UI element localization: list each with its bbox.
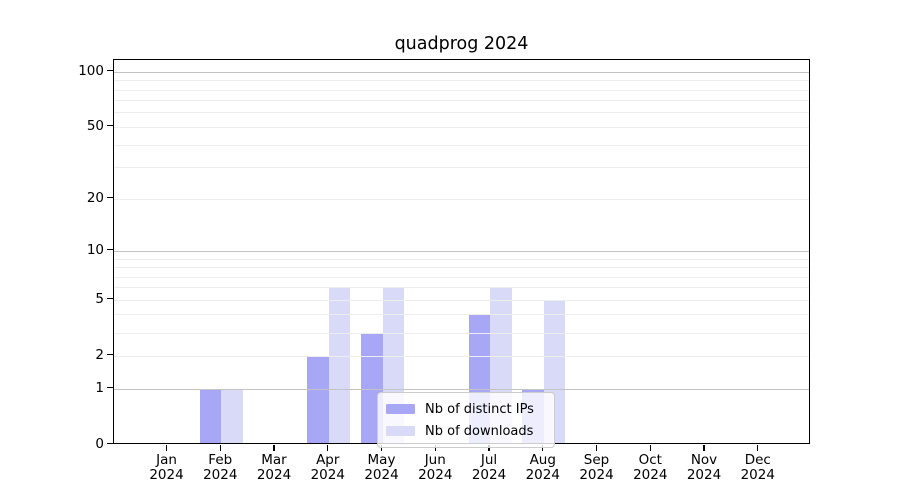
y-tick-label-10: 10 xyxy=(86,241,104,258)
x-tick-year: 2024 xyxy=(740,467,775,483)
x-tick-dec xyxy=(757,444,759,451)
gridline-minor-70 xyxy=(114,100,809,102)
gridline-major-10 xyxy=(114,250,809,252)
x-tick-year: 2024 xyxy=(525,467,560,483)
bar-downloads-apr xyxy=(328,287,351,444)
x-tick-month: Mar xyxy=(261,451,287,468)
gridline-minor-8 xyxy=(114,267,809,268)
legend: Nb of distinct IPs Nb of downloads xyxy=(377,392,555,448)
x-tick-feb xyxy=(219,444,221,451)
x-tick-year: 2024 xyxy=(633,467,668,483)
gridline-minor-80 xyxy=(114,89,809,91)
gridline-minor-6 xyxy=(114,287,809,289)
x-tick-month: Oct xyxy=(638,451,662,468)
y-tick-label-5: 5 xyxy=(95,290,104,307)
x-tick-nov xyxy=(703,444,705,451)
x-tick-sep xyxy=(595,444,598,451)
x-tick-month: Apr xyxy=(316,451,340,468)
y-tick-100 xyxy=(107,70,113,72)
x-tick-label-may: May 2024 xyxy=(354,451,410,484)
x-tick-mar xyxy=(273,444,275,451)
plot-area xyxy=(113,59,810,444)
gridline-minor-3 xyxy=(114,332,809,334)
y-tick-label-50: 50 xyxy=(86,117,104,134)
x-tick-label-apr: Apr 2024 xyxy=(300,451,356,484)
y-tick-50 xyxy=(107,125,113,127)
x-tick-label-jun: Jun 2024 xyxy=(407,451,463,484)
x-tick-year: 2024 xyxy=(364,467,399,483)
gridline-minor-7 xyxy=(114,276,809,278)
y-tick-label-20: 20 xyxy=(86,189,104,206)
legend-swatch-downloads xyxy=(386,426,415,436)
x-tick-month: Jan xyxy=(156,451,177,468)
legend-label-downloads: Nb of downloads xyxy=(425,423,534,439)
x-tick-year: 2024 xyxy=(149,467,184,483)
x-tick-label-mar: Mar 2024 xyxy=(246,451,302,484)
x-tick-label-oct: Oct 2024 xyxy=(622,451,678,484)
y-tick-10 xyxy=(107,249,113,251)
y-tick-label-1: 1 xyxy=(95,379,104,396)
x-tick-month: Sep xyxy=(583,451,610,468)
y-tick-label-2: 2 xyxy=(95,346,104,363)
y-tick-20 xyxy=(107,196,113,199)
gridline-minor-60 xyxy=(114,112,809,114)
x-tick-month: Aug xyxy=(529,451,556,468)
x-tick-label-nov: Nov 2024 xyxy=(676,451,732,484)
x-tick-year: 2024 xyxy=(686,467,722,483)
x-tick-year: 2024 xyxy=(203,467,238,483)
gridline-minor-90 xyxy=(114,80,809,82)
x-tick-year: 2024 xyxy=(310,467,345,483)
x-tick-month: May xyxy=(367,451,396,468)
y-tick-5 xyxy=(107,298,113,300)
x-tick-year: 2024 xyxy=(471,467,507,483)
gridline-minor-4 xyxy=(114,314,809,316)
x-tick-month: Feb xyxy=(208,451,233,468)
gridline-minor-50 xyxy=(114,126,809,128)
x-tick-label-jul: Jul 2024 xyxy=(461,451,517,484)
x-tick-label-jan: Jan 2024 xyxy=(139,451,195,484)
y-tick-2 xyxy=(107,354,113,356)
gridline-minor-2 xyxy=(114,355,809,357)
chart-title: quadprog 2024 xyxy=(394,34,529,54)
legend-swatch-distinct-ips xyxy=(386,404,415,414)
x-tick-label-aug: Aug 2024 xyxy=(515,451,571,484)
x-tick-month: Nov xyxy=(690,451,718,468)
x-tick-month: Dec xyxy=(744,451,771,468)
x-tick-label-sep: Sep 2024 xyxy=(569,451,625,484)
y-tick-1 xyxy=(107,386,113,389)
x-tick-year: 2024 xyxy=(579,467,614,483)
gridline-minor-5 xyxy=(114,299,809,301)
gridline-minor-20 xyxy=(114,198,809,200)
x-tick-year: 2024 xyxy=(418,467,453,483)
gridline-minor-40 xyxy=(114,144,809,146)
x-tick-apr xyxy=(327,444,329,451)
x-tick-label-feb: Feb 2024 xyxy=(192,451,248,484)
x-tick-month: Jun xyxy=(424,451,446,468)
legend-item-downloads: Nb of downloads xyxy=(386,420,546,442)
gridline-minor-9 xyxy=(114,258,809,260)
x-tick-month: Jul xyxy=(480,451,498,468)
y-tick-0 xyxy=(107,442,113,445)
y-tick-label-100: 100 xyxy=(78,62,104,79)
legend-item-distinct-ips: Nb of distinct IPs xyxy=(386,398,546,420)
bar-downloads-feb xyxy=(221,388,243,444)
gridline-major-100 xyxy=(114,71,809,73)
y-tick-label-0: 0 xyxy=(95,435,104,452)
bar-distinct-ips-apr xyxy=(307,355,329,444)
bar-distinct-ips-feb xyxy=(199,388,222,444)
x-tick-year: 2024 xyxy=(256,467,292,483)
gridline-major-1 xyxy=(114,388,809,390)
legend-label-distinct-ips: Nb of distinct IPs xyxy=(425,401,534,417)
x-tick-jan xyxy=(165,444,168,451)
gridline-minor-30 xyxy=(114,167,809,169)
x-tick-oct xyxy=(649,444,651,451)
x-tick-label-dec: Dec 2024 xyxy=(730,451,786,484)
